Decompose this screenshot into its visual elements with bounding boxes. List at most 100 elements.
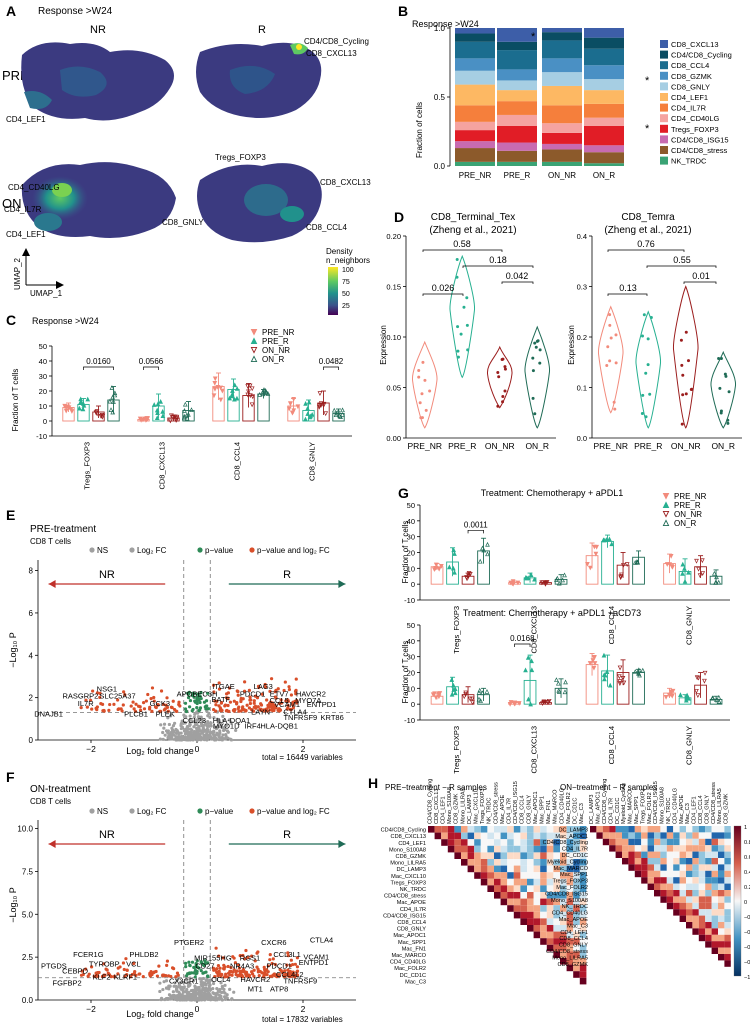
e-plot-sig-pos-75 bbox=[247, 706, 251, 710]
e-plot-sig-pos-57 bbox=[242, 689, 247, 693]
h-left-cell-12-18 bbox=[546, 905, 554, 912]
h-title-right: ON−treatment − R samples bbox=[560, 783, 657, 792]
h-left-cell-8-15 bbox=[527, 878, 534, 886]
f-plot-sig-neg-12 bbox=[155, 974, 160, 978]
c-plot-pt-2-1-6 bbox=[230, 388, 235, 393]
h-left-cell-11-23 bbox=[579, 898, 587, 906]
h-left-cell-1-11 bbox=[500, 832, 508, 840]
c-plot-pt-2-2-6 bbox=[247, 393, 253, 399]
f-plot-sig-pos-85 bbox=[275, 974, 279, 978]
c-plot-pt-1-3-7 bbox=[184, 412, 190, 418]
h-left-cell-21-22 bbox=[573, 964, 580, 972]
h-left-cell-9-10 bbox=[494, 885, 501, 892]
h-left-cell-6-18 bbox=[546, 865, 554, 873]
h-right-cell-0-10 bbox=[654, 826, 661, 833]
h-left-col-21: Mac_FOLR2 bbox=[566, 792, 572, 824]
h-right-cell-2-20 bbox=[718, 838, 725, 846]
h-left-cell-18-21 bbox=[566, 944, 574, 952]
g-bottom-pt-3-3-3 bbox=[709, 695, 715, 701]
g-bottom-pt-2-0-0 bbox=[591, 665, 597, 671]
e-plot-ns-350 bbox=[198, 737, 202, 741]
h-left-cell-14-21 bbox=[566, 918, 574, 925]
g-bottom-pt-2-3-4 bbox=[632, 669, 638, 674]
h-left-cell-10-17 bbox=[540, 892, 547, 899]
h-right-cell-16-18 bbox=[705, 928, 712, 935]
d-left-p-2: 0.026 bbox=[432, 283, 455, 293]
f-plot-sig-pos-128 bbox=[271, 957, 275, 961]
e-plot-ns-298 bbox=[210, 737, 214, 741]
e-plot-sig-pos-24 bbox=[252, 701, 256, 705]
f-legend-label-0: NS bbox=[97, 807, 108, 816]
e-plot-sig-pos-114 bbox=[287, 685, 291, 689]
h-left-cell-0-2 bbox=[441, 826, 448, 833]
d-left-dot-0-4 bbox=[423, 378, 427, 382]
e-plot-sig-pos-83 bbox=[276, 687, 280, 691]
c-plot-pt-3-1-7 bbox=[303, 416, 308, 422]
b-legend-swatch-2 bbox=[660, 61, 668, 70]
g-top-pt-1-2-4 bbox=[543, 582, 548, 587]
h-left-cell-6-13 bbox=[513, 865, 521, 873]
f-plot-sig-pos-12 bbox=[268, 958, 272, 962]
h-right-cell-8-20 bbox=[718, 877, 725, 884]
h-left-cell-2-22 bbox=[573, 839, 580, 846]
h-left-cell-0-5 bbox=[461, 826, 468, 833]
e-plot-sig-pos-122 bbox=[226, 691, 230, 695]
h-right-col-3: CD4_IL7R bbox=[608, 798, 614, 824]
f-plot-ns-167 bbox=[167, 987, 171, 991]
b-bar-ON_NR-11 bbox=[542, 28, 582, 33]
h-right-col-4: DC_CD1C bbox=[615, 798, 621, 824]
f-plot-pv-33 bbox=[190, 960, 195, 964]
label-on-r-3: CD8_CCL4 bbox=[306, 223, 347, 232]
h-right-cell-10-18 bbox=[705, 890, 712, 897]
h-left-cell-7-14 bbox=[520, 872, 527, 879]
f-plot-gene-7: CCL3L1 bbox=[273, 950, 301, 959]
h-right-cell-1-16 bbox=[692, 832, 699, 839]
e-plot-gene-21: CTLA4 bbox=[283, 708, 306, 717]
h-left-cell-5-9 bbox=[487, 859, 494, 866]
c-plot-pt-1-3-2 bbox=[189, 407, 194, 412]
label-pre-nr-0: CD4_LEF1 bbox=[6, 115, 46, 124]
h-left-cell-1-5 bbox=[461, 832, 468, 840]
g-top-pt-0-0-2 bbox=[436, 566, 442, 572]
h-right-cell-21-21 bbox=[724, 960, 731, 967]
h-right-cell-20-20 bbox=[718, 954, 725, 961]
h-right-row-3: CD4_IL7R bbox=[562, 847, 588, 853]
f-plot-sig-pos-114 bbox=[262, 975, 266, 979]
h-left-cell-2-20 bbox=[560, 839, 567, 846]
d-right-dot-3-4 bbox=[724, 374, 728, 378]
f-plot-sig-pos-127 bbox=[221, 966, 226, 971]
h-right-row-11: Mono_S100A8 bbox=[551, 898, 588, 904]
f-plot-sig-neg-21 bbox=[84, 967, 88, 971]
e-plot-sig-pos-1 bbox=[263, 685, 268, 689]
c-plot-pt-1-3-3 bbox=[182, 401, 188, 407]
h-left-cell-9-11 bbox=[500, 885, 508, 892]
h-right-cell-3-16 bbox=[692, 845, 699, 852]
g-bottom-ytick-label-1: 0 bbox=[411, 700, 415, 709]
h-right-col-18: CD8_GNLY bbox=[704, 795, 710, 824]
h-right-cell-2-7 bbox=[634, 838, 642, 846]
e-plot-sig-neg-69 bbox=[90, 707, 94, 711]
g-top-xlabel-2: CD8_CCL4 bbox=[607, 606, 616, 644]
h-left-cell-0-23 bbox=[579, 826, 587, 833]
h-right-cell-10-21 bbox=[724, 890, 731, 897]
h-right-cell-9-18 bbox=[705, 883, 712, 890]
f-plot-ns-13 bbox=[215, 986, 219, 991]
panel-e-legend: NS Log₂ FC p−value p−value and log₂ FC bbox=[89, 546, 330, 555]
h-right-cell-2-11 bbox=[660, 838, 667, 846]
d-left-dot-1-9 bbox=[456, 355, 460, 359]
e-plot-sig-pos-135 bbox=[256, 684, 261, 688]
h-right-cell-7-20 bbox=[718, 870, 725, 878]
d-right-p-0: 0.76 bbox=[637, 239, 655, 249]
d-left-p-0: 0.58 bbox=[453, 239, 471, 249]
h-left-cell-0-7 bbox=[474, 826, 481, 833]
h-right-cell-4-16 bbox=[692, 851, 699, 858]
h-left-cell-2-2 bbox=[441, 839, 448, 846]
f-plot-xtick-label-1: 0 bbox=[195, 1004, 200, 1014]
h-left-cell-1-22 bbox=[573, 832, 580, 840]
e-plot-gene-10: LAG3 bbox=[254, 682, 273, 691]
e-plot-sig-neg-50 bbox=[159, 689, 164, 693]
h-right-cell-7-14 bbox=[679, 870, 686, 878]
e-plot-sig-neg-23 bbox=[165, 696, 169, 700]
f-plot-arrow-left-icon bbox=[48, 840, 56, 848]
h-right-cell-11-14 bbox=[679, 896, 686, 903]
